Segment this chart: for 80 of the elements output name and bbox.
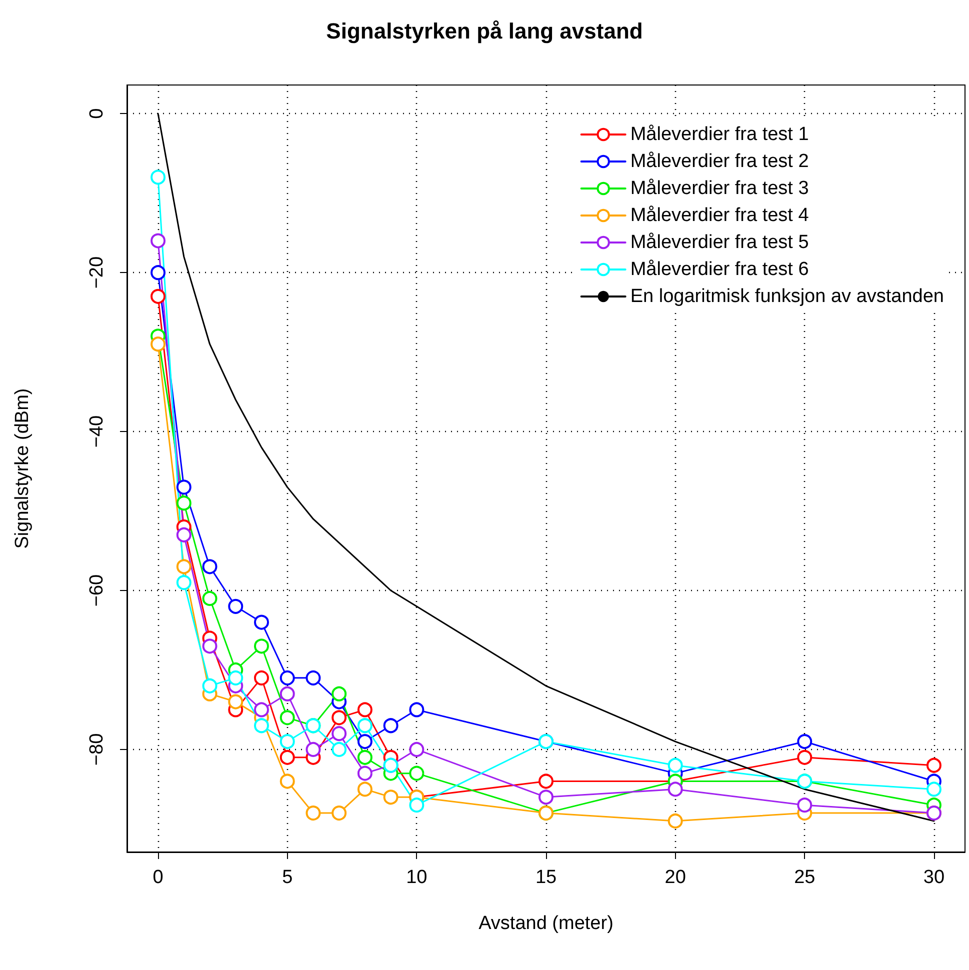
point xyxy=(409,742,424,757)
point xyxy=(254,718,269,734)
y-tick-label: −40 xyxy=(86,415,108,448)
point xyxy=(409,702,424,718)
point xyxy=(228,598,244,614)
point xyxy=(306,670,321,686)
point xyxy=(332,742,347,757)
point xyxy=(797,750,812,765)
x-tick-label: 25 xyxy=(794,867,816,888)
x-tick-label: 0 xyxy=(152,867,164,888)
y-tick-label: −80 xyxy=(86,733,108,766)
point xyxy=(150,265,166,280)
point xyxy=(357,750,372,765)
point xyxy=(254,670,269,686)
point xyxy=(202,678,218,694)
point xyxy=(538,774,554,789)
point xyxy=(357,782,372,797)
point xyxy=(668,814,683,828)
point xyxy=(176,575,192,590)
point xyxy=(668,758,683,773)
point xyxy=(202,590,218,606)
point xyxy=(150,336,166,352)
point xyxy=(332,806,347,821)
x-tick-label: 10 xyxy=(406,867,428,888)
point xyxy=(202,559,218,574)
point xyxy=(150,170,166,185)
legend-label: Måleverdier fra test 2 xyxy=(630,151,809,172)
point xyxy=(797,734,812,750)
point xyxy=(176,527,192,542)
point xyxy=(280,686,295,702)
point xyxy=(332,686,347,702)
point xyxy=(409,798,424,813)
point xyxy=(228,694,244,710)
legend-label: Måleverdier fra test 6 xyxy=(630,259,809,280)
legend-label: Måleverdier fra test 5 xyxy=(630,232,809,253)
y-axis-title: Signalstyrke (dBm) xyxy=(12,388,33,549)
x-tick-label: 5 xyxy=(282,867,293,888)
point xyxy=(280,710,295,726)
chart-title: Signalstyrken på lang avstand xyxy=(326,18,643,44)
point xyxy=(538,790,554,805)
point xyxy=(797,798,812,813)
point xyxy=(176,480,192,495)
point xyxy=(332,710,347,726)
y-tick-label: −60 xyxy=(86,574,108,607)
legend-label: En logaritmisk funksjon av avstanden xyxy=(630,286,944,307)
point xyxy=(332,726,347,742)
legend-label: Måleverdier fra test 1 xyxy=(630,124,809,145)
point xyxy=(357,766,372,781)
point xyxy=(254,614,269,630)
x-tick-label: 15 xyxy=(535,867,557,888)
point xyxy=(357,702,372,718)
point xyxy=(176,496,192,511)
point xyxy=(202,638,218,654)
legend-label: Måleverdier fra test 3 xyxy=(630,178,809,199)
point xyxy=(668,782,683,797)
point xyxy=(280,670,295,686)
point xyxy=(280,734,295,750)
point xyxy=(357,718,372,734)
point xyxy=(383,718,398,734)
point xyxy=(926,782,942,797)
y-tick-label: 0 xyxy=(86,108,108,119)
point xyxy=(150,233,166,248)
x-tick-label: 30 xyxy=(923,867,945,888)
point xyxy=(228,670,244,686)
x-tick-label: 20 xyxy=(664,867,686,888)
x-axis-title: Avstand (meter) xyxy=(478,913,614,934)
point xyxy=(280,750,295,765)
point xyxy=(357,734,372,750)
legend-label: Måleverdier fra test 4 xyxy=(630,205,810,226)
point xyxy=(926,758,942,773)
point xyxy=(409,766,424,781)
point xyxy=(306,806,321,821)
point xyxy=(306,742,321,757)
point xyxy=(176,559,192,574)
point xyxy=(280,774,295,789)
point xyxy=(150,288,166,304)
point xyxy=(254,638,269,654)
point xyxy=(383,790,398,805)
point xyxy=(254,702,269,718)
y-tick-label: −20 xyxy=(86,256,108,289)
